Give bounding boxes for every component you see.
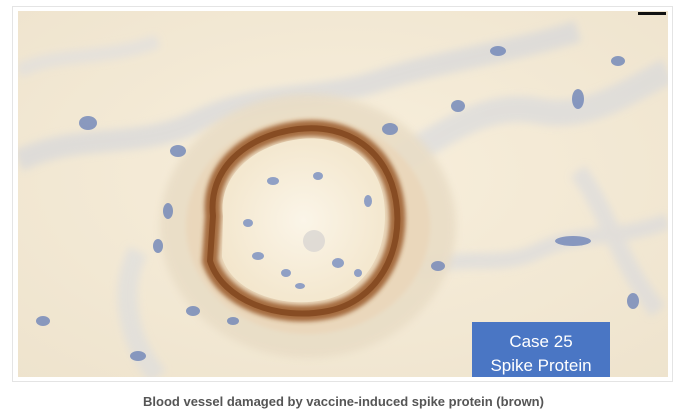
- scale-bar: [638, 12, 666, 15]
- case-label-box: Case 25 Spike Protein: [472, 322, 610, 377]
- vessel-lumen: [222, 138, 385, 303]
- lumen-cell-large: [303, 230, 325, 252]
- tissue-nuclei: [36, 46, 639, 361]
- micrograph-image: [18, 11, 668, 377]
- lumen-cells: [243, 172, 372, 289]
- micrograph-drawing: [18, 11, 668, 377]
- case-label-line2: Spike Protein: [490, 356, 592, 375]
- stained-ring-core: [206, 125, 401, 317]
- image-caption: Blood vessel damaged by vaccine-induced …: [143, 394, 544, 409]
- case-label-line1: Case 25: [509, 332, 573, 351]
